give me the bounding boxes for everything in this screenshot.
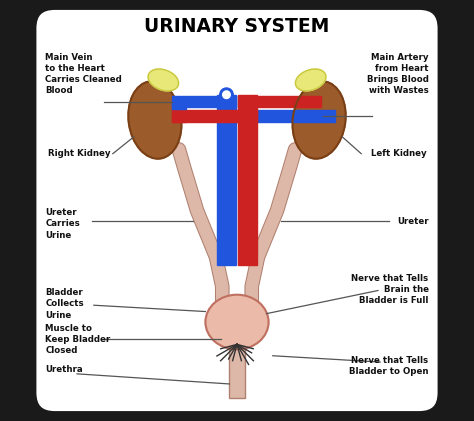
Bar xyxy=(238,96,321,107)
Text: Main Artery
from Heart
Brings Blood
with Wastes: Main Artery from Heart Brings Blood with… xyxy=(367,53,428,95)
Text: Bladder
Collects
Urine: Bladder Collects Urine xyxy=(46,288,84,320)
Text: Right Kidney: Right Kidney xyxy=(47,149,110,158)
Ellipse shape xyxy=(148,69,179,91)
Circle shape xyxy=(223,91,230,99)
Text: Left Kidney: Left Kidney xyxy=(371,149,427,158)
Bar xyxy=(172,110,257,122)
Circle shape xyxy=(220,88,233,101)
Text: Urethra: Urethra xyxy=(46,365,83,374)
Text: Ureter
Carries
Urine: Ureter Carries Urine xyxy=(46,208,80,240)
Text: Ureter: Ureter xyxy=(397,216,428,226)
Bar xyxy=(172,115,186,122)
Text: Main Vein
to the Heart
Carries Cleaned
Blood: Main Vein to the Heart Carries Cleaned B… xyxy=(46,53,122,95)
Bar xyxy=(229,346,245,398)
Ellipse shape xyxy=(292,81,346,159)
Bar xyxy=(172,96,236,107)
Bar xyxy=(238,95,257,265)
Text: Nerve that Tells
Brain the
Bladder is Full: Nerve that Tells Brain the Bladder is Fu… xyxy=(351,274,428,305)
FancyBboxPatch shape xyxy=(32,5,442,416)
Text: Muscle to
Keep Bladder
Closed: Muscle to Keep Bladder Closed xyxy=(46,324,111,355)
Bar xyxy=(229,346,245,398)
Ellipse shape xyxy=(128,81,182,159)
Ellipse shape xyxy=(295,69,326,91)
Ellipse shape xyxy=(205,295,269,349)
Bar xyxy=(172,102,186,109)
Text: URINARY SYSTEM: URINARY SYSTEM xyxy=(144,17,330,36)
Bar xyxy=(229,346,245,398)
Text: Nerve that Tells
Bladder to Open: Nerve that Tells Bladder to Open xyxy=(349,356,428,376)
Bar xyxy=(217,95,236,265)
Bar xyxy=(217,110,335,122)
